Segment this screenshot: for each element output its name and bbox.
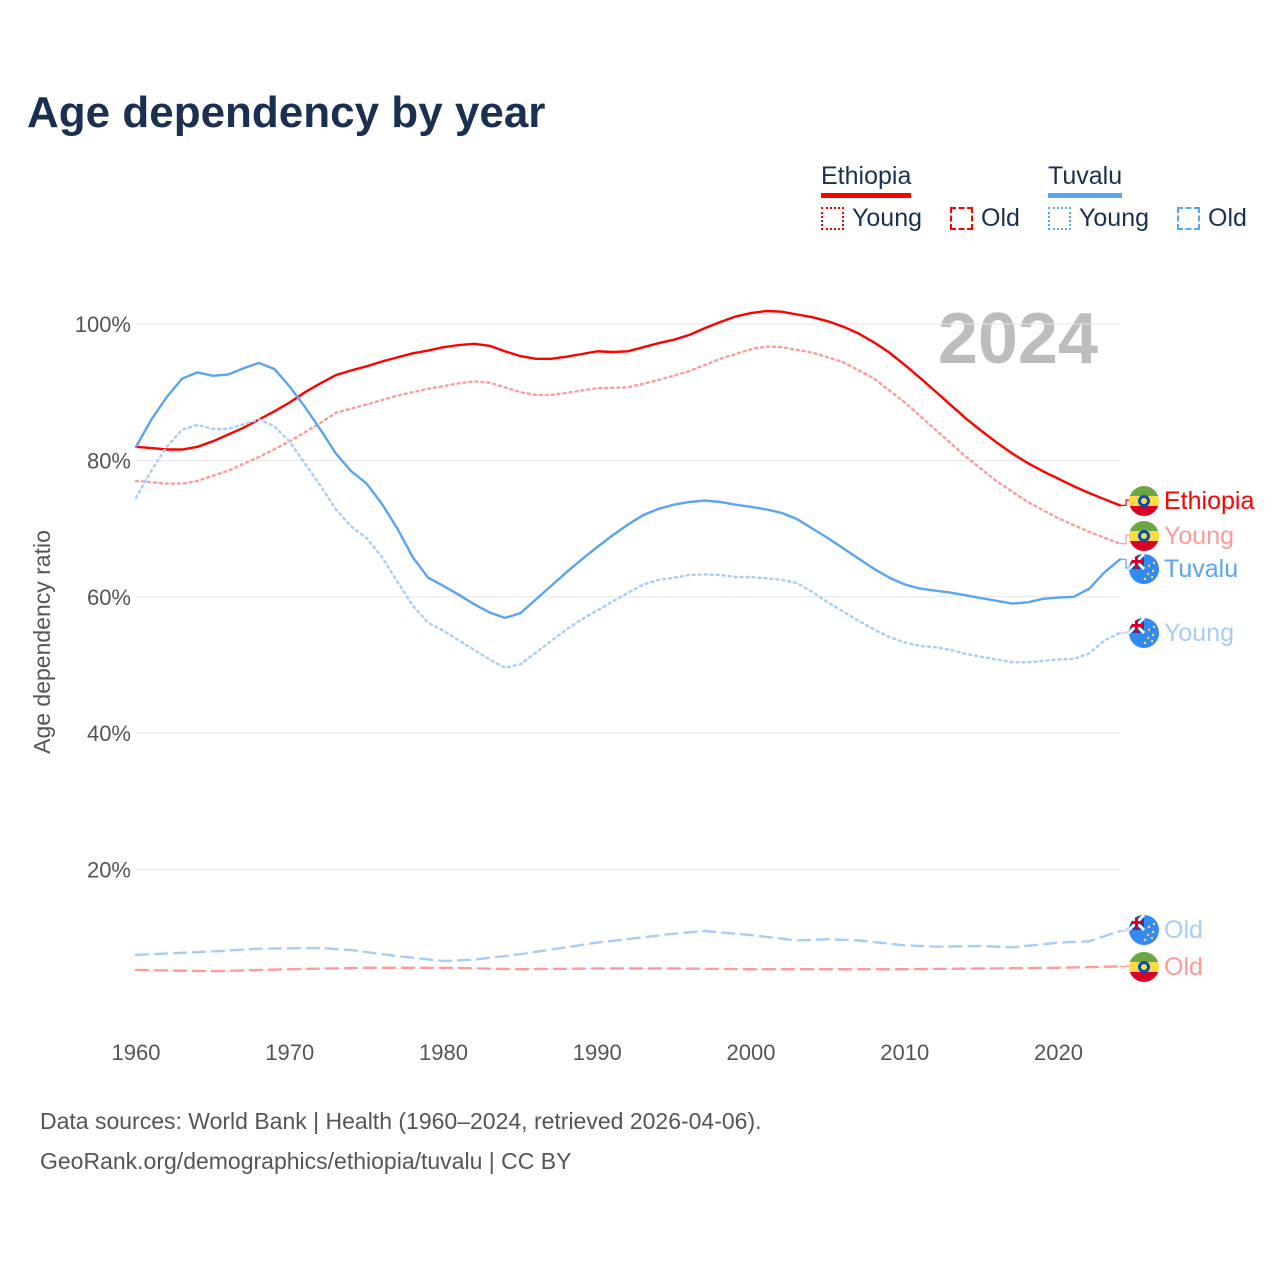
- label-connector: [1120, 534, 1132, 545]
- end-label-tuvalu: Tuvalu: [1164, 555, 1238, 583]
- end-label-ethiopia-old: Old: [1164, 953, 1203, 981]
- legend-ethiopia-young: Young: [852, 204, 922, 232]
- x-tick-label: 1980: [419, 1040, 468, 1065]
- ethiopia-flag-icon: [1129, 486, 1159, 516]
- year-watermark: 2024: [938, 299, 1098, 379]
- y-tick-label: 40%: [87, 721, 131, 746]
- legend-ethiopia-old: Old: [981, 204, 1020, 232]
- label-connector: [1120, 631, 1132, 634]
- legend-tuvalu-old: Old: [1208, 204, 1247, 232]
- y-tick-label: 20%: [87, 858, 131, 883]
- end-label-ethiopia-young: Young: [1164, 522, 1234, 550]
- tuvalu-flag-icon: [1129, 618, 1159, 648]
- tuvalu-flag-icon: [1129, 554, 1159, 584]
- chart-title: Age dependency by year: [27, 88, 546, 137]
- y-tick-label: 80%: [87, 448, 131, 473]
- series-line-ethiopia-young: [134, 345, 1122, 545]
- x-tick-label: 2020: [1034, 1040, 1083, 1065]
- legend-tuvalu: Tuvalu Young Old: [1048, 162, 1247, 233]
- dashed-swatch-icon: [950, 207, 973, 230]
- x-tick-label: 2010: [880, 1040, 929, 1065]
- series-line-tuvalu: [134, 361, 1122, 620]
- dashed-swatch-icon: [1177, 207, 1200, 230]
- end-label-ethiopia: Ethiopia: [1164, 487, 1254, 515]
- legend-tuvalu-young: Young: [1079, 204, 1149, 232]
- label-connector: [1120, 558, 1132, 569]
- end-label-tuvalu-young: Young: [1164, 619, 1234, 647]
- series-line-tuvalu-old: [134, 929, 1122, 963]
- series-line-ethiopia: [134, 309, 1122, 507]
- legend-tuvalu-label: Tuvalu: [1048, 162, 1123, 198]
- source-line-2: GeoRank.org/demographics/ethiopia/tuvalu…: [40, 1148, 572, 1174]
- tuvalu-flag-icon: [1129, 915, 1159, 945]
- y-axis-label: Age dependency ratio: [29, 530, 55, 754]
- label-connector: [1120, 928, 1132, 932]
- x-tick-label: 1960: [112, 1040, 161, 1065]
- y-tick-label: 60%: [87, 585, 131, 610]
- dotted-swatch-icon: [1048, 207, 1071, 230]
- series-line-tuvalu-young: [134, 418, 1122, 669]
- source-line-1: Data sources: World Bank | Health (1960–…: [40, 1108, 762, 1134]
- legend-ethiopia: Ethiopia Young Old: [821, 162, 1020, 233]
- x-tick-label: 2000: [727, 1040, 776, 1065]
- end-label-tuvalu-old: Old: [1164, 916, 1203, 944]
- dotted-swatch-icon: [821, 207, 844, 230]
- y-tick-label: 100%: [75, 312, 131, 337]
- legend-ethiopia-label: Ethiopia: [821, 162, 912, 198]
- label-connector: [1120, 499, 1132, 507]
- ethiopia-flag-icon: [1129, 952, 1159, 982]
- series-line-ethiopia-old: [134, 965, 1122, 973]
- x-tick-label: 1970: [265, 1040, 314, 1065]
- x-tick-label: 1990: [573, 1040, 622, 1065]
- ethiopia-flag-icon: [1129, 521, 1159, 551]
